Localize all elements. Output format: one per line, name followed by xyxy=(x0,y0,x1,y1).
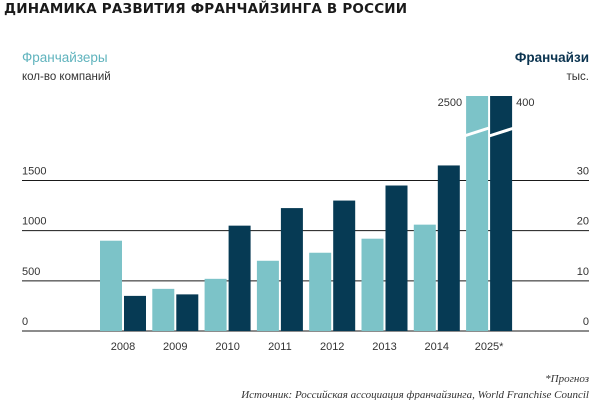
franchisors-bar xyxy=(309,252,332,331)
left-tick-label: 1000 xyxy=(22,216,46,228)
left-tick-label: 1500 xyxy=(22,166,46,178)
chart-title: ДИНАМИКА РАЗВИТИЯ ФРАНЧАЙЗИНГА В РОССИИ xyxy=(4,0,407,17)
x-tick-label: 2010 xyxy=(215,341,239,353)
franchisors-bar xyxy=(413,224,436,331)
franchisors-bar xyxy=(361,238,384,331)
left-tick-label: 500 xyxy=(22,266,40,278)
broken-bar-right-label: 400 xyxy=(516,97,534,109)
x-tick-label: 2013 xyxy=(372,341,396,353)
source-note: Источник: Российская ассоциация франчайз… xyxy=(240,389,589,400)
x-tick-label: 2012 xyxy=(320,341,344,353)
right-tick-label: 10 xyxy=(577,266,589,278)
franchisors-bar xyxy=(100,240,122,331)
right-tick-label: 20 xyxy=(577,216,589,228)
franchisees-bar xyxy=(437,165,460,331)
x-tick-label: 2009 xyxy=(163,341,187,353)
right-tick-label: 0 xyxy=(583,316,589,328)
x-tick-label: 2008 xyxy=(111,341,135,353)
franchisors-bar xyxy=(152,288,175,331)
left-unit-label: кол-во компаний xyxy=(22,71,111,83)
x-tick-label: 2025* xyxy=(475,341,504,353)
franchisees-bar xyxy=(490,96,513,331)
franchisees-bar xyxy=(176,294,199,331)
broken-bar-left-label: 2500 xyxy=(438,97,462,109)
franchisees-bar xyxy=(385,185,408,331)
bars xyxy=(100,96,515,331)
franchisees-bar xyxy=(280,208,303,331)
axis-break-mark xyxy=(488,126,515,138)
franchisors-bar xyxy=(466,96,489,331)
franchisors-bar xyxy=(256,260,279,331)
franchisors-bar xyxy=(204,278,227,331)
franchisees-bar xyxy=(228,225,251,331)
right-series-label: Франчайзи xyxy=(515,50,589,65)
franchisees-bar xyxy=(124,295,146,331)
right-unit-label: тыс. xyxy=(567,71,589,83)
axis-break-mark xyxy=(463,126,490,138)
tick-labels: 0 0 500 10 1000 20 1500 30 2008 2009 2010 2011 2012 2… xyxy=(22,97,589,353)
left-series-label: Франчайзеры xyxy=(22,50,108,65)
x-tick-label: 2014 xyxy=(425,341,449,353)
left-tick-label: 0 xyxy=(22,316,28,328)
right-tick-label: 30 xyxy=(577,166,589,178)
x-tick-label: 2011 xyxy=(268,341,292,353)
franchisees-bar xyxy=(333,200,356,331)
forecast-footnote: *Прогноз xyxy=(545,373,589,385)
